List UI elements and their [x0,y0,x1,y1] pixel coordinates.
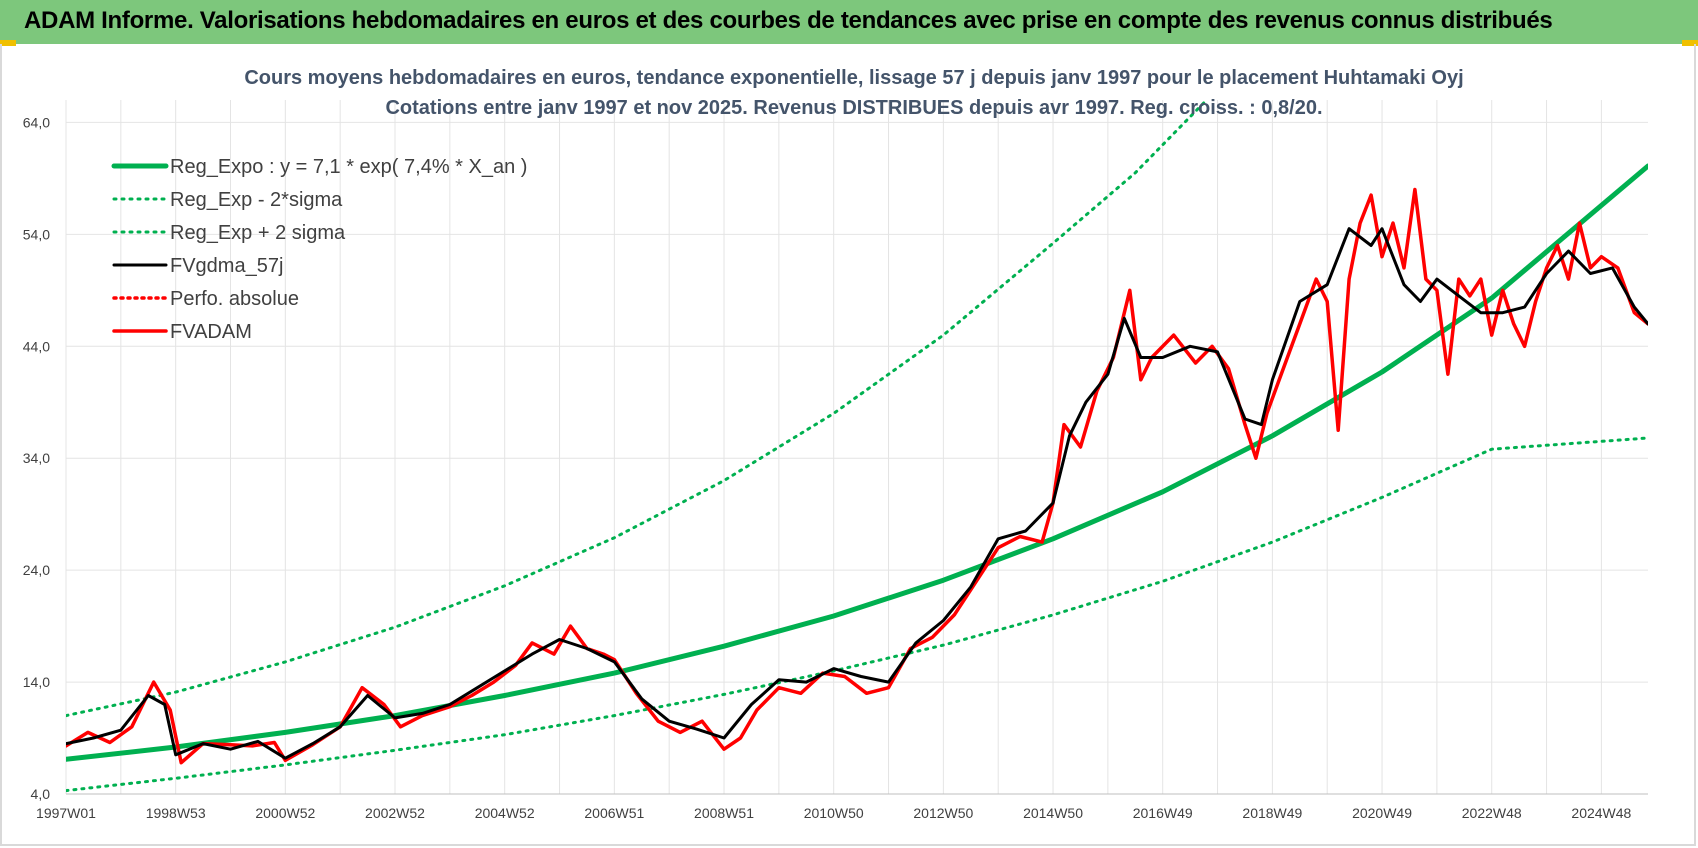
x-tick-label: 2002W52 [365,805,425,821]
legend-label: FVgdma_57j [170,255,283,277]
y-tick-label: 14,0 [23,674,50,690]
legend: Reg_Expo : y = 7,1 * exp( 7,4% * X_an ) R… [111,156,527,343]
x-tick-label: 2008W51 [694,805,754,821]
y-tick-label: 24,0 [23,562,50,578]
x-tick-label: 2004W52 [475,805,535,821]
x-tick-label: 2018W49 [1242,805,1302,821]
x-tick-label: 1997W01 [36,805,96,821]
legend-label: FVADAM [170,321,252,343]
banner-title: ADAM Informe. Valorisations hebdomadaire… [24,7,1553,34]
y-tick-label: 34,0 [23,450,50,466]
x-tick-label: 2012W50 [913,805,973,821]
legend-label: Perfo. absolue [170,288,299,310]
series-line-3 [66,227,1648,760]
legend-label: Reg_Expo : y = 7,1 * exp( 7,4% * X_an ) [170,156,527,178]
x-tick-label: 2010W50 [804,805,864,821]
banner-corner-right [1682,40,1698,46]
title-banner: ADAM Informe. Valorisations hebdomadaire… [0,0,1698,44]
series-line-2 [66,98,1209,718]
x-tick-label: 2020W49 [1352,805,1412,821]
chart-subtitle: Cotations entre janv 1997 et nov 2025. R… [385,97,1322,119]
series-line-1 [66,436,1648,793]
series-line-0 [66,163,1648,762]
x-tick-label: 2014W50 [1023,805,1083,821]
x-tick-label: 2000W52 [255,805,315,821]
series-lines [66,98,1648,793]
axes: 4,0 14,0 24,0 34,0 44,0 54,0 64,0 1997W01 1998W5… [23,114,1648,821]
x-tick-label: 2016W49 [1133,805,1193,821]
line-chart: 4,0 14,0 24,0 34,0 44,0 54,0 64,0 1997W01 1998W5… [23,67,1648,821]
y-tick-label: 54,0 [23,226,50,242]
legend-label: Reg_Exp + 2 sigma [170,222,346,244]
chart-area: 4,0 14,0 24,0 34,0 44,0 54,0 64,0 1997W01 1998W5… [0,44,1696,846]
y-tick-label: 4,0 [31,786,51,802]
x-tick-label: 2024W48 [1571,805,1631,821]
y-tick-label: 64,0 [23,114,50,130]
y-tick-label: 44,0 [23,338,50,354]
chart-title: Cours moyens hebdomadaires en euros, ten… [244,67,1463,89]
banner-corner-left [0,40,16,46]
x-tick-label: 2006W51 [584,805,644,821]
legend-label: Reg_Exp - 2*sigma [170,189,343,211]
x-tick-label: 1998W53 [146,805,206,821]
x-tick-label: 2022W48 [1462,805,1522,821]
